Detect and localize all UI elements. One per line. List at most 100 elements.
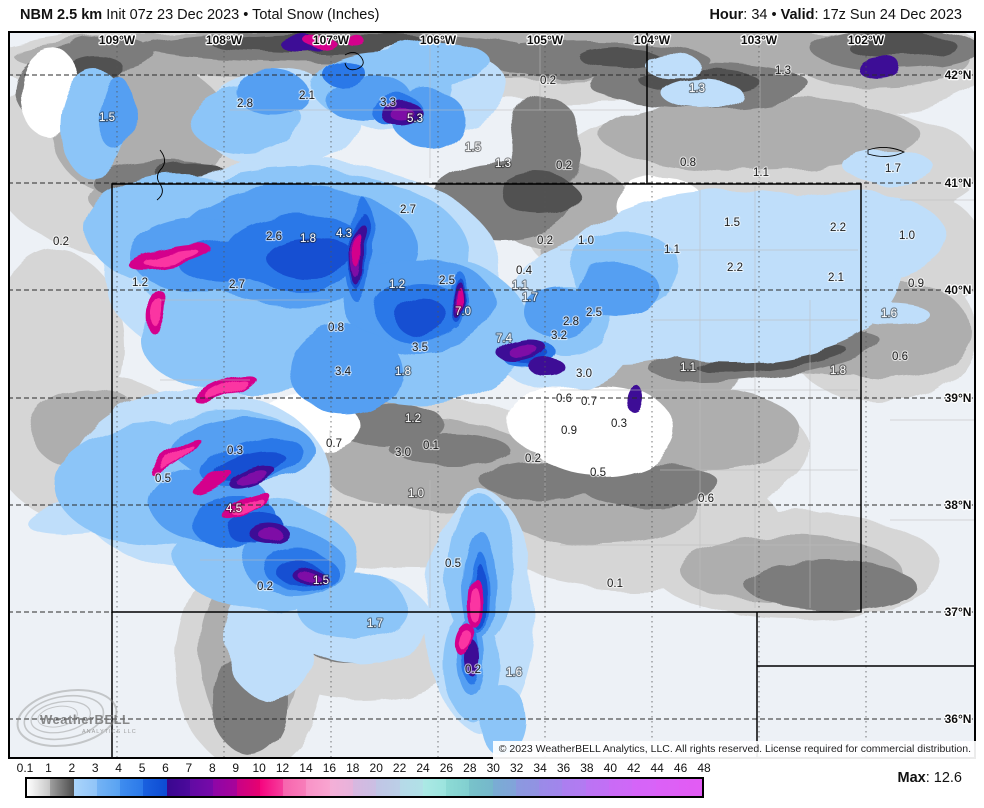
- colorbar-cell: [492, 779, 516, 796]
- snowfall-map: 1.5 2.8 2.1 3.3 5.3 1.5 1.3 0.2 0.2 1.3 1.3 0.8 1.1 1…: [8, 31, 976, 759]
- map-value-label: 1.8: [830, 365, 846, 377]
- county-borders: [160, 33, 974, 608]
- map-value-label: 5.3: [407, 113, 423, 125]
- colorbar-cell: [678, 779, 703, 796]
- latitude-label: 36°N: [945, 712, 972, 726]
- colorbar-tick-label: 46: [673, 761, 688, 775]
- map-value-label: 1.2: [132, 277, 148, 289]
- colorbar-tick-label: 12: [275, 761, 290, 775]
- map-value-label: 0.5: [155, 473, 171, 485]
- colorbar-tick-label: 20: [369, 761, 383, 775]
- map-value-label: 1.2: [389, 279, 405, 291]
- map-value-label: 1.8: [395, 366, 411, 378]
- longitude-label: 104°W: [634, 33, 671, 47]
- model-name: NBM 2.5 km: [20, 7, 103, 23]
- map-value-label: 0.1: [607, 578, 623, 590]
- lake-outlines: [156, 52, 906, 201]
- latitude-label: 37°N: [945, 605, 972, 619]
- colorbar-tick-label: 8: [208, 761, 216, 775]
- colorbar-tick-label: 44: [650, 761, 664, 775]
- colorbar-cell: [399, 779, 423, 796]
- colorbar-cell: [306, 779, 330, 796]
- colorbar-tick-label: 0.1: [16, 761, 34, 775]
- colorbar-tick-label: 1: [45, 761, 52, 775]
- map-value-label: 0.2: [53, 236, 69, 248]
- map-image: 1.52.82.13.35.31.51.30.20.21.31.30.81.1 1…: [8, 31, 976, 759]
- colorbar-scale-labels: 0.1 1 2 3 4 5 6 7 8 9 10 12 14 16 18 20 22 24 26 28 30 32 34 36…: [0, 761, 760, 776]
- longitude-label: 108°W: [206, 33, 243, 47]
- max-number: : 12.6: [925, 770, 962, 786]
- colorbar-cell: [469, 779, 493, 796]
- map-value-label: 0.6: [556, 393, 572, 405]
- colorbar-tick-label: 48: [697, 761, 711, 775]
- map-value-label: 0.5: [445, 558, 461, 570]
- map-value-label: 2.1: [828, 272, 844, 284]
- colorbar-tick-label: 34: [533, 761, 547, 775]
- map-value-label: 0.4: [516, 265, 533, 277]
- colorbar-tick-label: 36: [556, 761, 571, 775]
- colorbar-cell: [166, 779, 190, 796]
- map-value-label: 0.6: [698, 493, 714, 505]
- colorbar-tick-label: 4: [115, 761, 122, 775]
- colorbar-cell: [376, 779, 400, 796]
- hour-label: Hour: [709, 7, 744, 23]
- map-value-label: 2.6: [266, 231, 282, 243]
- map-value-label: 0.9: [908, 278, 924, 290]
- map-value-label: 1.1: [664, 244, 680, 256]
- map-value-label: 1.1: [680, 362, 696, 374]
- longitude-label: 107°W: [313, 33, 350, 47]
- map-value-label: 1.7: [367, 618, 383, 630]
- map-value-label: 0.3: [227, 445, 243, 457]
- colorbar-cell: [585, 779, 610, 796]
- map-value-label: 0.9: [561, 425, 577, 437]
- longitude-label: 103°W: [741, 33, 778, 47]
- colorbar-cell: [446, 779, 470, 796]
- map-value-label: 0.2: [537, 235, 553, 247]
- latitude-label: 40°N: [945, 283, 972, 297]
- map-value-label: 0.2: [525, 453, 541, 465]
- colorbar-tick-label: 9: [232, 761, 240, 775]
- map-value-label: 1.6: [881, 308, 897, 320]
- colorbar-cell: [27, 779, 51, 796]
- colorbar-tick-label: 3: [91, 761, 99, 775]
- map-labels: 1.52.82.13.35.31.51.30.20.21.31.30.81.1 1…: [52, 32, 973, 727]
- map-value-label: 3.3: [380, 97, 396, 109]
- map-value-label: 3.0: [576, 368, 592, 380]
- colorbar-cell: [96, 779, 121, 796]
- map-value-label: 1.7: [522, 292, 538, 304]
- colorbar-tick-label: 5: [138, 761, 146, 775]
- map-value-label: 1.0: [408, 488, 424, 500]
- colorbar-cell: [73, 779, 97, 796]
- map-value-label: 4.5: [226, 503, 242, 515]
- colorbar-cell: [120, 779, 144, 796]
- map-value-label: 3.5: [412, 342, 428, 354]
- map-value-label: 3.2: [551, 330, 567, 342]
- map-frame: [8, 31, 976, 759]
- colorbar-tick-label: 26: [439, 761, 454, 775]
- watermark-name: WeatherBELL: [40, 712, 131, 727]
- colorbar-cell: [189, 779, 214, 796]
- map-value-label: 1.7: [885, 163, 901, 175]
- colorbar-cell: [422, 779, 447, 796]
- map-value-label: 1.3: [775, 65, 791, 77]
- colorbar-cell: [562, 779, 586, 796]
- map-value-label: 0.2: [540, 75, 556, 87]
- map-value-label: 0.6: [892, 351, 908, 363]
- colorbar-tick-label: 38: [580, 761, 594, 775]
- valid-label: Valid: [780, 7, 815, 23]
- map-value-label: 0.5: [590, 467, 606, 479]
- max-label: Max: [897, 770, 926, 786]
- map-value-label: 2.8: [237, 98, 253, 110]
- init-and-parameter: Init 07z 23 Dec 2023 • Total Snow (Inche…: [102, 7, 380, 23]
- weatherbell-watermark: WeatherBELL ANALYTICS LLC: [16, 689, 136, 747]
- map-value-label: 0.2: [465, 664, 481, 676]
- hour-value: : 34 •: [743, 7, 781, 23]
- map-value-label: 1.5: [724, 217, 740, 229]
- map-value-label: 2.5: [439, 275, 455, 287]
- colorbar-cell: [259, 779, 284, 796]
- max-value: Max: 12.6: [898, 770, 963, 786]
- map-value-label: 0.1: [423, 440, 439, 452]
- colorbar-cell: [236, 779, 260, 796]
- longitude-label: 106°W: [420, 33, 457, 47]
- latitude-label: 41°N: [945, 176, 972, 190]
